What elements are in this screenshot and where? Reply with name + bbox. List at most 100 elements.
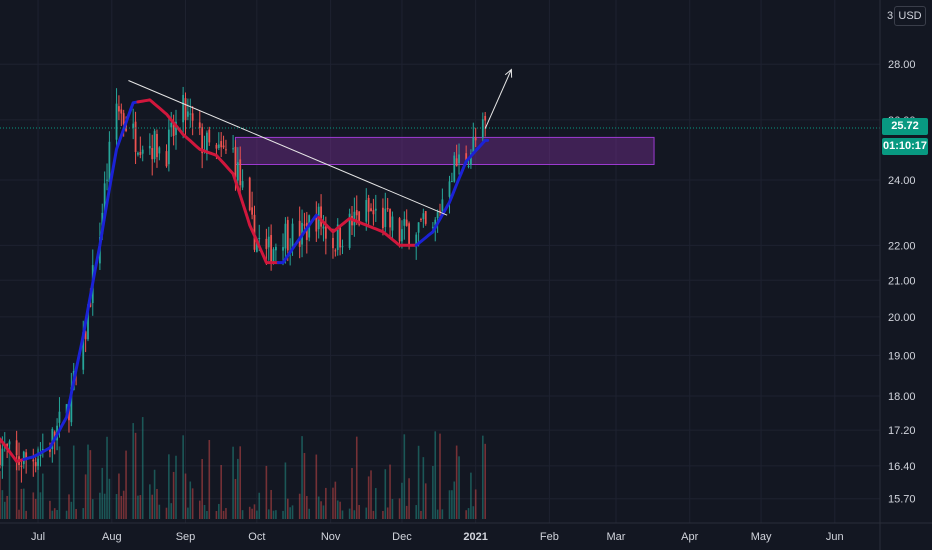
volume-bar — [389, 464, 391, 519]
volume-bar — [372, 510, 375, 519]
volume-bar — [384, 469, 387, 519]
volume-bar — [315, 454, 318, 519]
candle-body — [236, 162, 239, 181]
candle-body — [389, 209, 391, 228]
candle-body — [103, 183, 106, 215]
drawings[interactable] — [128, 68, 513, 216]
volume-bar — [18, 509, 20, 519]
candle-body — [70, 387, 73, 423]
candle-body — [382, 207, 384, 229]
price-tick-label: 21.00 — [888, 275, 916, 287]
volume-bar — [270, 489, 272, 519]
candle-body — [206, 132, 208, 154]
volume-bar — [298, 493, 301, 519]
volume-bar — [168, 454, 170, 519]
candle-body — [184, 98, 187, 121]
candle-body — [305, 222, 308, 240]
candle-body — [341, 246, 344, 248]
candle-body — [336, 224, 339, 250]
volume-bar — [191, 488, 194, 519]
candle-body — [332, 237, 334, 249]
volume-bar — [341, 510, 344, 519]
candle-body — [186, 111, 189, 117]
axis-top-fragment: 3 — [887, 10, 893, 22]
candle-body — [436, 212, 439, 219]
volume-bar — [248, 506, 251, 519]
candle-body — [470, 153, 472, 165]
currency-button[interactable]: USD — [894, 6, 926, 26]
volume-bar — [56, 509, 58, 519]
volume-bar — [391, 498, 394, 519]
volume-bar — [203, 505, 206, 519]
candle-body — [172, 122, 175, 136]
volume-bar — [251, 508, 253, 519]
time-axis[interactable]: Jul Aug Sep Oct Nov Dec 2021 Feb Mar Apr May Jun — [0, 522, 932, 543]
candle-body — [0, 444, 1, 465]
candle-body — [450, 181, 453, 183]
time-tick-label: Oct — [248, 531, 265, 543]
candle-body — [386, 208, 389, 210]
volume-bar — [101, 467, 104, 519]
volume-bar — [222, 510, 225, 519]
volume-bar — [89, 450, 92, 519]
volume-bar — [153, 469, 156, 519]
candle-body — [51, 429, 54, 450]
volume-bar — [115, 493, 118, 519]
volume-bar — [122, 490, 125, 519]
candle-body — [87, 304, 89, 340]
candle-body — [408, 223, 410, 246]
price-axis[interactable]: 3 15.70 16.40 17.20 18.00 19.00 20.00 21.00 22.… — [879, 0, 916, 550]
volume-bar — [420, 510, 422, 519]
candle-body — [239, 159, 242, 186]
volume-bar — [165, 507, 168, 519]
candle-body — [405, 219, 408, 226]
volume-bar — [351, 468, 353, 519]
volume-bar — [84, 474, 87, 519]
candle-body — [370, 208, 372, 212]
volume-bar — [422, 457, 425, 519]
candle-body — [208, 129, 211, 143]
volume-bar — [156, 488, 158, 519]
volume-bar — [1, 490, 4, 519]
candle-body — [455, 158, 458, 167]
candle-body — [274, 246, 277, 251]
candle-body — [448, 181, 451, 197]
bar-countdown-label: 01:10:17 — [882, 138, 928, 155]
price-tick-label: 18.00 — [888, 391, 916, 403]
volume-bar — [334, 481, 337, 519]
volume-bar — [198, 500, 201, 519]
volume-bar — [317, 496, 320, 519]
price-tick-label: 19.00 — [888, 350, 916, 362]
volume-bar — [237, 458, 239, 519]
volume-bar — [82, 508, 85, 519]
time-tick-label: Dec — [392, 531, 412, 543]
candle-body — [472, 136, 475, 152]
candle-body — [384, 208, 387, 227]
volume-bar — [32, 492, 35, 519]
candle-body — [424, 211, 427, 224]
volume-bar — [91, 499, 94, 519]
candle-body — [139, 152, 142, 156]
candle-body — [441, 199, 444, 212]
volume-bar — [201, 459, 203, 519]
candle-body — [89, 302, 92, 307]
candle-body — [282, 247, 284, 251]
volume-bar — [234, 478, 237, 519]
volume-bar — [253, 504, 256, 519]
volume-bar — [37, 446, 39, 519]
candle-body — [201, 127, 204, 154]
volume-bar — [53, 508, 56, 519]
ma-segment-up — [276, 213, 321, 265]
volume-bar — [175, 455, 177, 519]
ma-segment-down — [136, 98, 280, 265]
volume-bar — [306, 496, 308, 519]
volume-bar — [332, 487, 334, 519]
resistance-zone[interactable] — [234, 136, 655, 166]
volume-bar — [348, 508, 351, 519]
candle-body — [439, 210, 441, 213]
volume-bar — [170, 503, 173, 519]
candle-body — [334, 250, 337, 252]
candle-body — [217, 144, 220, 148]
